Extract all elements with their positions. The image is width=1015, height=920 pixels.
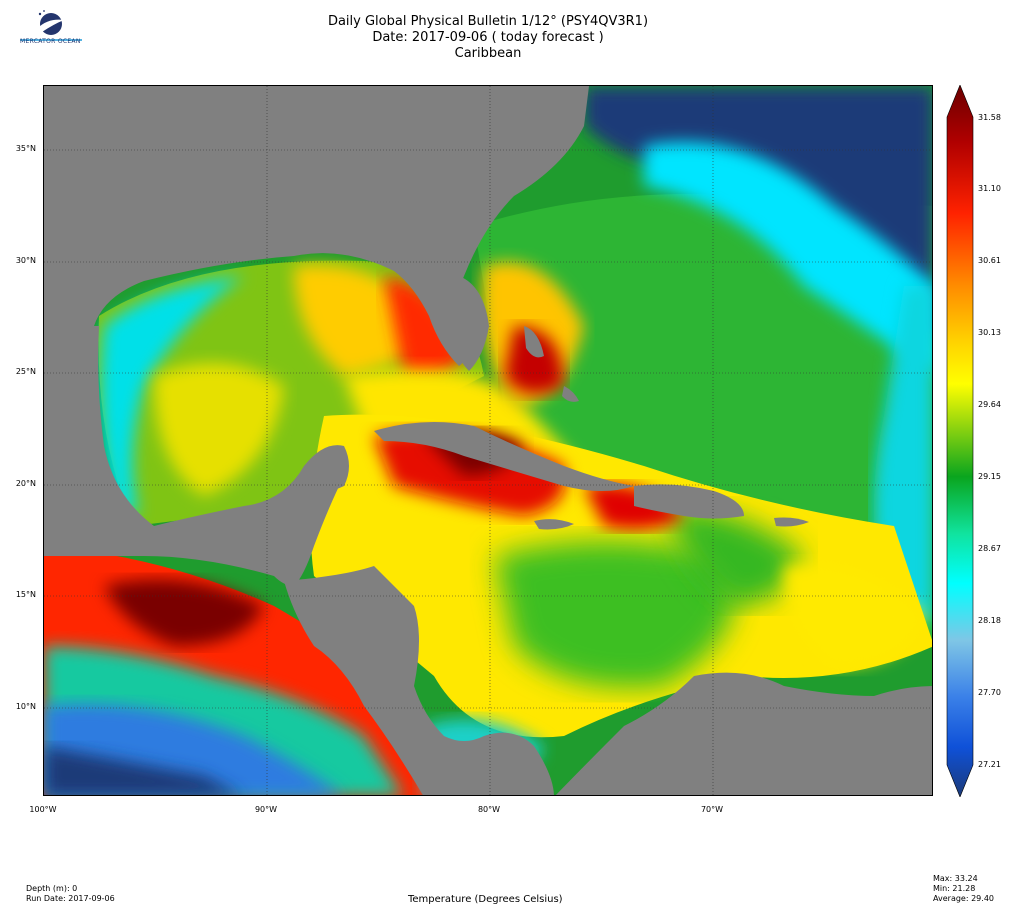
colorbar-label: 30.61 — [978, 256, 1001, 265]
run-info: Depth (m): 0 Run Date: 2017-09-06 — [26, 884, 115, 904]
lon-label-80w: 80°W — [477, 805, 501, 814]
colorbar-label: 29.15 — [978, 472, 1001, 481]
logo-text: MERCATOR OCEAN — [20, 38, 81, 45]
colorbar-label: 28.18 — [978, 616, 1001, 625]
variable-label: Temperature (Degrees Celsius) — [408, 894, 563, 905]
title-line-3: Caribbean — [454, 46, 522, 61]
colorbar-label: 27.21 — [978, 760, 1001, 769]
mercator-ocean-logo — [18, 8, 84, 54]
graticule — [44, 86, 932, 795]
min-value: Min: 21.28 — [933, 884, 976, 893]
colorbar-label: 28.67 — [978, 544, 1001, 553]
lat-label-35n: 35°N — [15, 144, 36, 153]
colorbar-label: 30.13 — [978, 328, 1001, 337]
depth-text: Depth (m): 0 — [26, 884, 78, 893]
lat-label-10n: 10°N — [15, 702, 36, 711]
average-value: Average: 29.40 — [933, 894, 994, 903]
run-date-text: Run Date: 2017-09-06 — [26, 894, 115, 903]
lat-label-30n: 30°N — [15, 256, 36, 265]
max-value: Max: 33.24 — [933, 874, 978, 883]
ocean-temperature-field — [44, 86, 932, 795]
lat-label-15n: 15°N — [15, 590, 36, 599]
lat-label-20n: 20°N — [15, 479, 36, 488]
title-line-2: Date: 2017-09-06 ( today forecast ) — [372, 30, 604, 45]
lat-label-25n: 25°N — [15, 367, 36, 376]
temperature-colorbar — [946, 84, 974, 798]
statistics: Max: 33.24 Min: 21.28 Average: 29.40 — [933, 874, 994, 904]
lon-label-70w: 70°W — [700, 805, 724, 814]
colorbar-label: 29.64 — [978, 400, 1001, 409]
temperature-map — [43, 85, 933, 796]
lon-label-90w: 90°W — [254, 805, 278, 814]
map-title: Daily Global Physical Bulletin 1/12° (PS… — [280, 14, 696, 62]
colorbar-label: 27.70 — [978, 688, 1001, 697]
colorbar-label: 31.10 — [978, 184, 1001, 193]
colorbar-label: 31.58 — [978, 113, 1001, 122]
lon-label-100w: 100°W — [29, 805, 57, 814]
title-line-1: Daily Global Physical Bulletin 1/12° (PS… — [327, 14, 649, 29]
land-masses — [44, 86, 932, 795]
